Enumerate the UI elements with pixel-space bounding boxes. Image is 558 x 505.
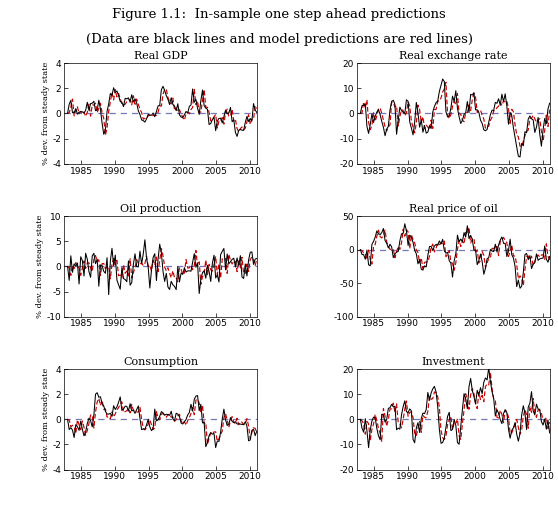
Text: (Data are black lines and model predictions are red lines): (Data are black lines and model predicti…	[85, 33, 473, 46]
Y-axis label: % dev. from steady state: % dev. from steady state	[36, 215, 44, 318]
Y-axis label: % dev. from steady state: % dev. from steady state	[42, 368, 50, 471]
Title: Investment: Investment	[421, 357, 485, 367]
Title: Real exchange rate: Real exchange rate	[399, 51, 508, 61]
Title: Real price of oil: Real price of oil	[409, 204, 498, 214]
Text: Figure 1.1:  In-sample one step ahead predictions: Figure 1.1: In-sample one step ahead pre…	[112, 8, 446, 21]
Title: Consumption: Consumption	[123, 357, 198, 367]
Y-axis label: % dev. from steady state: % dev. from steady state	[42, 62, 50, 165]
Title: Real GDP: Real GDP	[134, 51, 187, 61]
Title: Oil production: Oil production	[120, 204, 201, 214]
